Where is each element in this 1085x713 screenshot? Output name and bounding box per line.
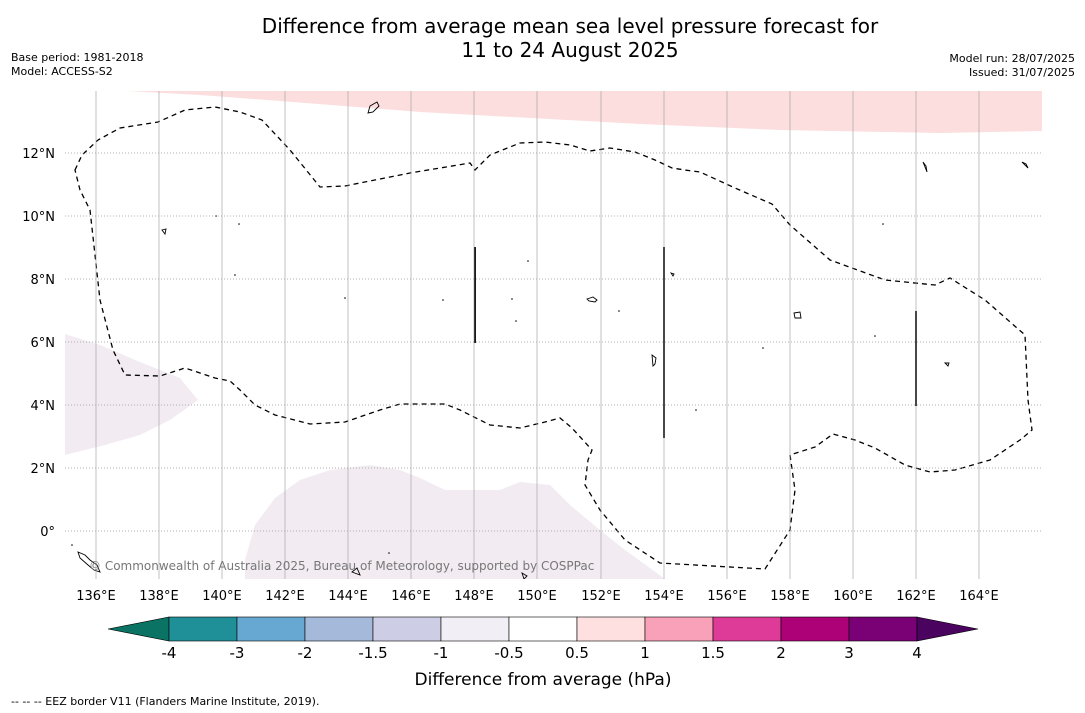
island-dots — [71, 215, 884, 554]
colorbar-labels: -4 -3 -2 -1.5 -1 -0.5 0.5 1 1.5 2 3 4 — [162, 644, 922, 662]
gridlines — [95, 91, 980, 579]
colorbar-cell — [440, 616, 510, 642]
lat-gridlines — [65, 152, 1042, 532]
lon-tick-label: 150°E — [517, 589, 557, 604]
colorbar-label: -3 — [230, 644, 245, 662]
positive-anomaly-region — [128, 91, 1042, 133]
colorbar-under-arrow — [107, 616, 170, 642]
colorbar-label: 1.5 — [701, 644, 725, 662]
lat-tick-label: 12°N — [22, 147, 55, 162]
colorbar-label: 4 — [912, 644, 922, 662]
colorbar-cell — [508, 616, 578, 642]
colorbar-cell — [644, 616, 714, 642]
lon-tick-label: 160°E — [833, 589, 873, 604]
colorbar-over-arrow — [916, 616, 979, 642]
colorbar-label: 0.5 — [565, 644, 589, 662]
lat-tick-label: 4°N — [31, 399, 56, 414]
colorbar-cell — [168, 616, 238, 642]
lon-tick-label: 154°E — [644, 589, 684, 604]
lon-tick-label: 158°E — [770, 589, 810, 604]
colorbar-label: -0.5 — [494, 644, 523, 662]
map-panel — [65, 91, 1042, 579]
lat-tick-label: 2°N — [31, 462, 56, 477]
colorbar-label: 2 — [776, 644, 786, 662]
colorbar-label: -1.5 — [358, 644, 387, 662]
colorbar-cell — [848, 616, 918, 642]
model-name: Model: ACCESS-S2 — [11, 65, 113, 78]
lon-tick-label: 156°E — [707, 589, 747, 604]
lon-tick-label: 144°E — [328, 589, 368, 604]
colorbar-label: 1 — [640, 644, 650, 662]
lat-tick-label: 0° — [40, 525, 55, 540]
lon-tick-label: 164°E — [959, 589, 999, 604]
colorbar-cell — [712, 616, 782, 642]
map-title: Difference from average mean sea level p… — [0, 14, 1085, 62]
title-line-1: Difference from average mean sea level p… — [261, 14, 879, 38]
colorbar-cell — [372, 616, 442, 642]
lon-tick-label: 138°E — [139, 589, 179, 604]
lon-tick-labels: 136°E 138°E 140°E 142°E 144°E 146°E 148°… — [76, 589, 999, 604]
lat-tick-labels: 12°N 10°N 8°N 6°N 4°N 2°N 0° — [22, 147, 55, 540]
lon-tick-label: 140°E — [202, 589, 242, 604]
lat-tick-label: 8°N — [31, 273, 56, 288]
issued-date: Issued: 31/07/2025 — [968, 66, 1075, 79]
colorbar-label: 3 — [844, 644, 854, 662]
negative-anomaly-region-west — [65, 334, 198, 455]
colorbar-label: -2 — [298, 644, 313, 662]
eez-border — [74, 106, 1033, 570]
negative-anomaly-region-south — [245, 465, 665, 579]
colorbar-cell — [780, 616, 850, 642]
copyright-notice: © Commonwealth of Australia 2025, Bureau… — [89, 559, 594, 573]
colorbar-cell — [576, 616, 646, 642]
eez-footnote: -- -- -- EEZ border V11 (Flanders Marine… — [11, 695, 320, 708]
colorbar: -4 -3 -2 -1.5 -1 -0.5 0.5 1 1.5 2 3 4 Di… — [107, 616, 979, 690]
lat-tick-label: 6°N — [31, 336, 56, 351]
title-line-2: 11 to 24 August 2025 — [461, 38, 679, 62]
colorbar-cell — [304, 616, 374, 642]
lat-tick-label: 10°N — [22, 210, 55, 225]
meta-right: Model run: 28/07/2025 Issued: 31/07/2025 — [949, 52, 1075, 80]
island-outlines — [77, 101, 1029, 579]
colorbar-label: -4 — [162, 644, 177, 662]
lon-tick-label: 162°E — [896, 589, 936, 604]
meta-left: Base period: 1981-2018 Model: ACCESS-S2 — [11, 51, 143, 79]
lon-tick-label: 142°E — [265, 589, 305, 604]
colorbar-label: -1 — [434, 644, 449, 662]
lon-tick-label: 148°E — [454, 589, 494, 604]
colorbar-title: Difference from average (hPa) — [415, 670, 672, 690]
lon-tick-label: 136°E — [76, 589, 116, 604]
model-run: Model run: 28/07/2025 — [949, 52, 1075, 65]
lon-tick-label: 152°E — [581, 589, 621, 604]
base-period: Base period: 1981-2018 — [11, 51, 144, 64]
lon-tick-label: 146°E — [391, 589, 431, 604]
colorbar-cells — [168, 616, 918, 642]
colorbar-cell — [236, 616, 306, 642]
